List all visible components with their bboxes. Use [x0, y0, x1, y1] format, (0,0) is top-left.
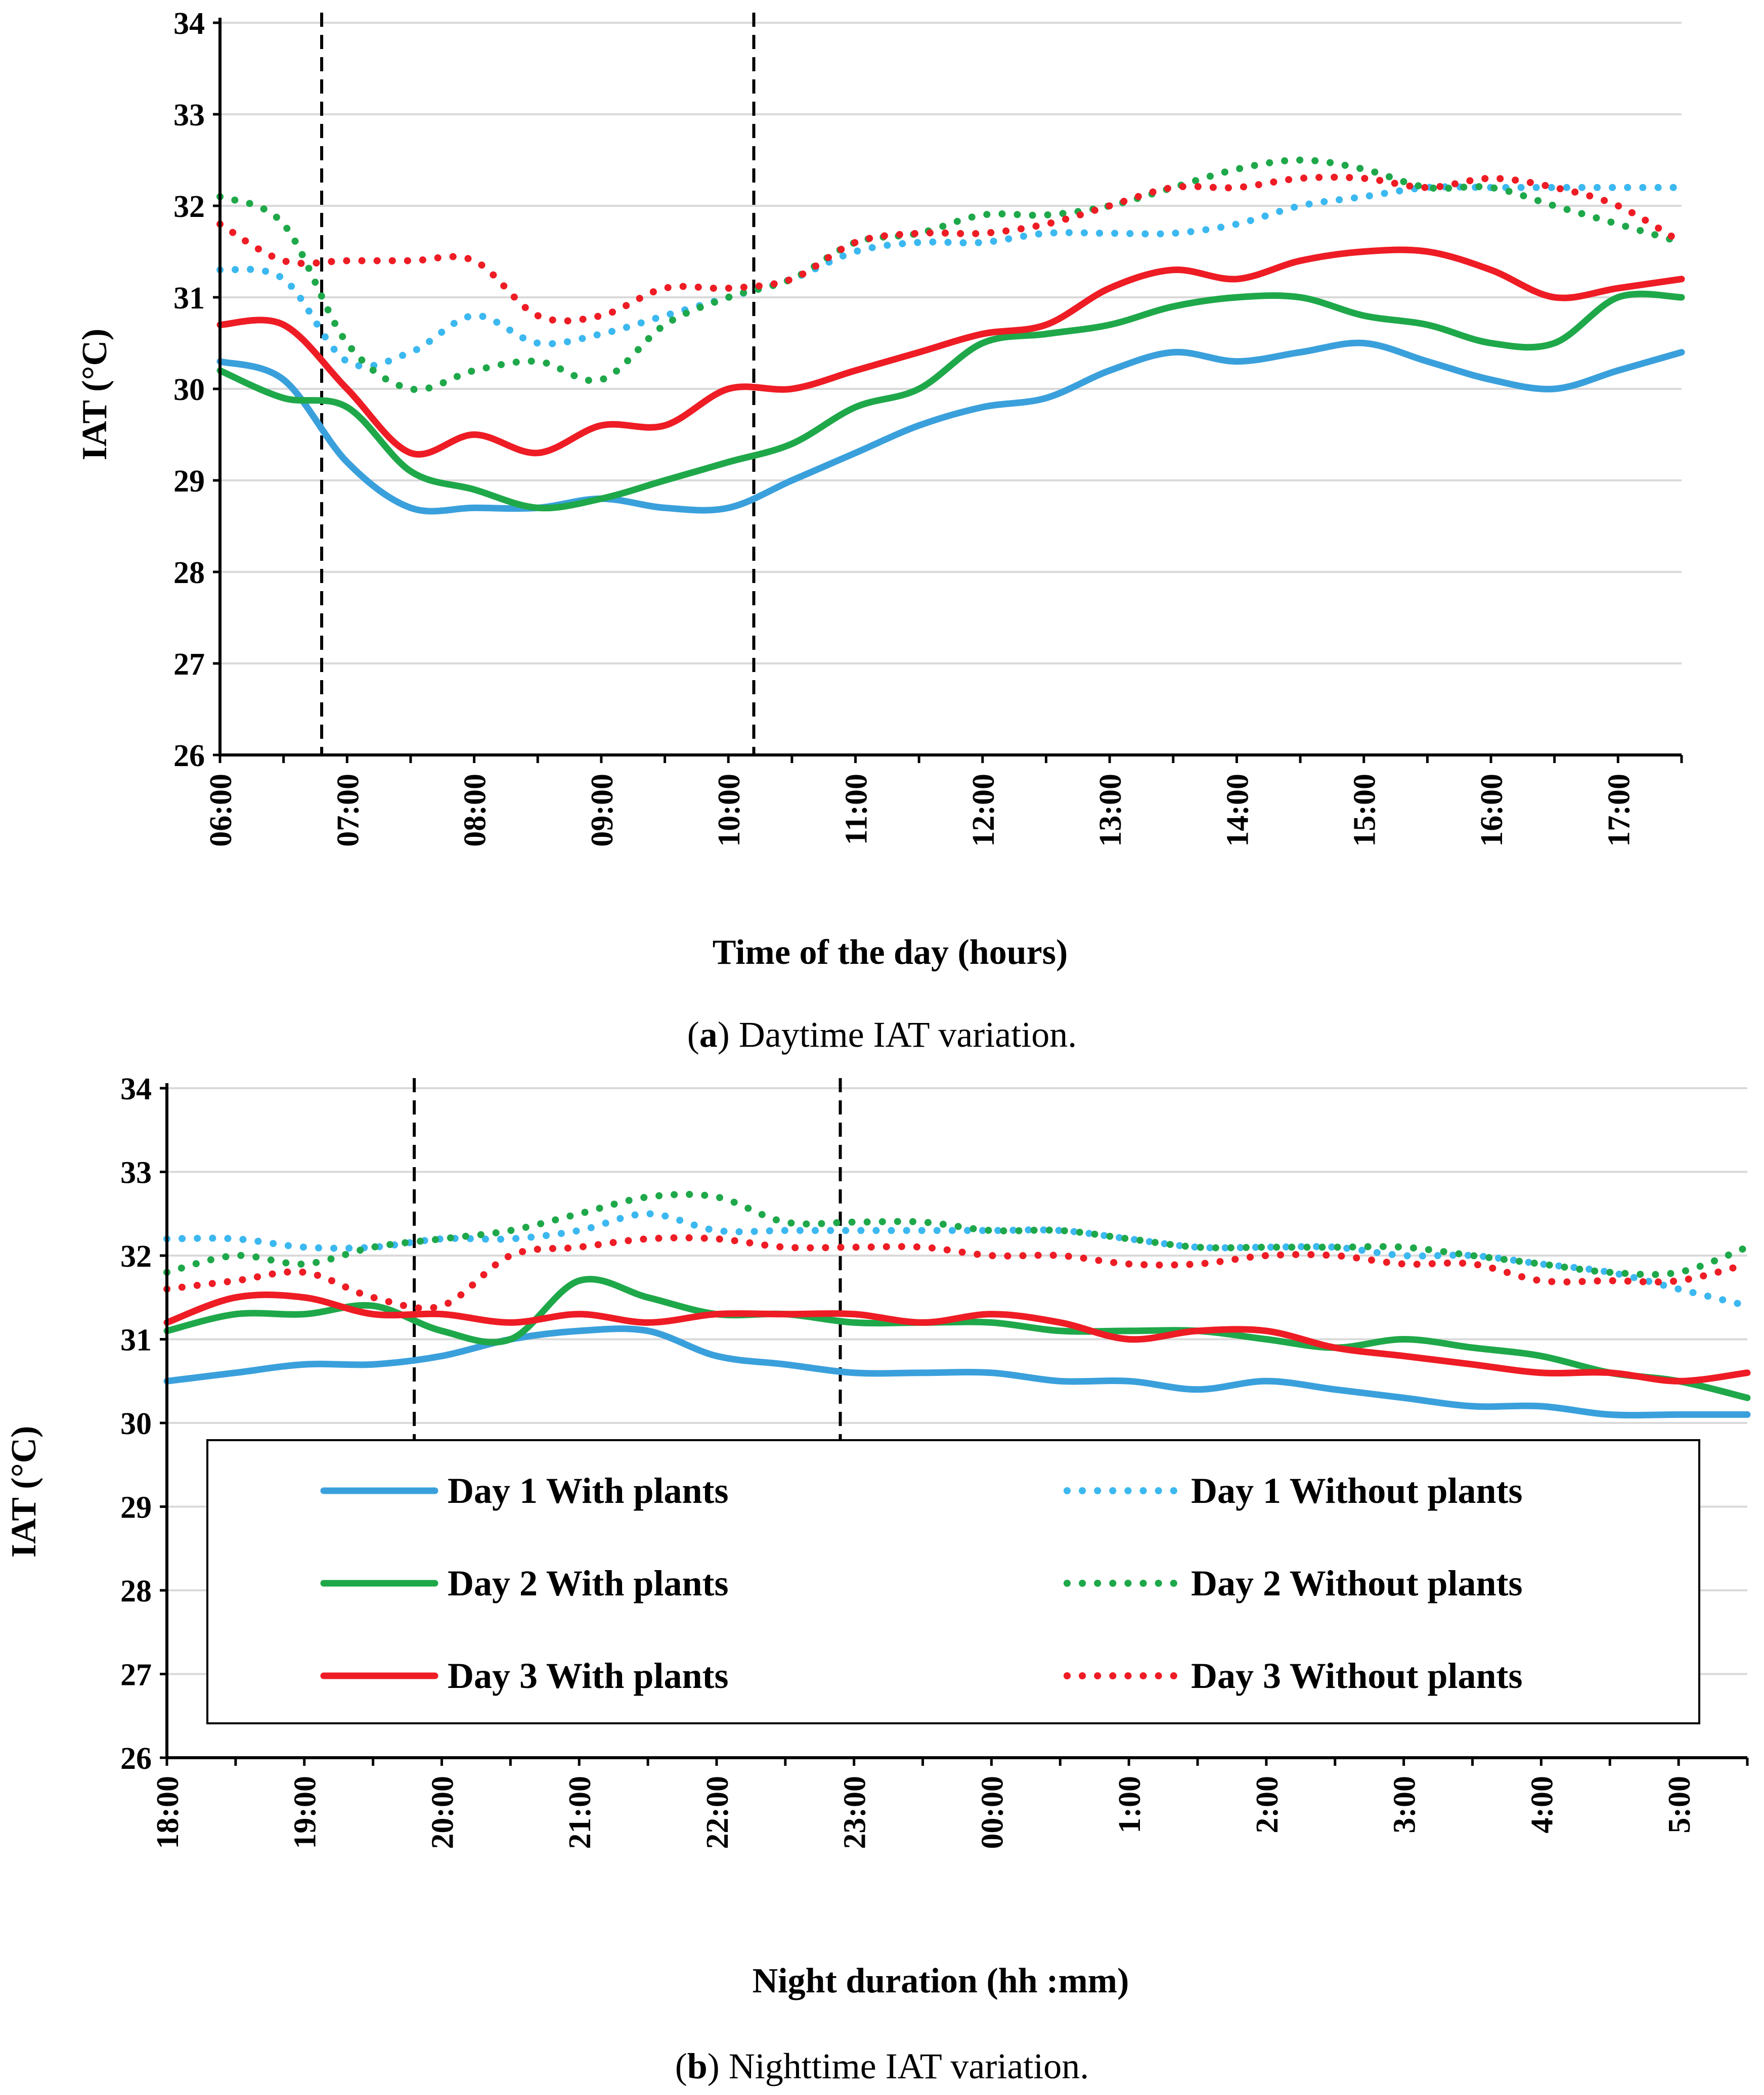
daytime-x-tick-label: 11:00 [840, 774, 874, 845]
daytime-x-tick-label: 15:00 [1348, 774, 1382, 847]
daytime-x-axis-title: Time of the day (hours) [713, 933, 1068, 972]
daytime-y-tick-label: 34 [173, 7, 205, 41]
legend-box [206, 1439, 1700, 1724]
daytime-series-day-1-with-plants [216, 339, 1685, 515]
nighttime-x-tick-label: 00:00 [975, 1776, 1009, 1849]
daytime-x-tick-label: 06:00 [204, 774, 238, 847]
nighttime-x-tick-label: 18:00 [151, 1776, 185, 1849]
daytime-phase-markers [320, 13, 756, 755]
nighttime-series-day-3-with-plants [163, 1291, 1751, 1385]
nighttime-x-tick-label: 20:00 [425, 1776, 460, 1849]
nighttime-phase-markers [413, 1078, 842, 1687]
nighttime-y-axis-title: IAT (°C) [5, 1426, 43, 1558]
nighttime-x-tick-label: 22:00 [700, 1776, 735, 1849]
nighttime-series-day-3-without-plants [163, 1234, 1751, 1312]
nighttime-y-tick-label: 30 [120, 1407, 152, 1441]
nighttime-y-tick-label: 29 [120, 1491, 152, 1525]
nighttime-x-tick-label: 1:00 [1113, 1776, 1147, 1834]
daytime-y-tick-label: 33 [173, 98, 205, 132]
daytime-caption: (a) Daytime IAT variation. [687, 1014, 1077, 1055]
nighttime-x-tick-label: 21:00 [563, 1776, 597, 1849]
nighttime-axes [165, 1083, 1747, 1759]
daytime-y-ticks: 26 27 28 29 30 31 32 33 34 [173, 7, 220, 773]
daytime-x-tick-label: 14:00 [1220, 774, 1255, 847]
daytime-y-tick-label: 26 [173, 739, 205, 773]
daytime-axes [218, 18, 1682, 756]
nighttime-series-day-1-with-plants [163, 1325, 1751, 1419]
daytime-x-tick-label: 09:00 [585, 774, 620, 847]
legend-label: Day 1 Without plants [1191, 1470, 1523, 1511]
daytime-x-tick-label: 07:00 [331, 774, 365, 847]
daytime-y-tick-label: 29 [173, 464, 205, 499]
nighttime-y-tick-label: 27 [120, 1658, 152, 1692]
nighttime-y-tick-label: 32 [120, 1239, 152, 1274]
nighttime-series-day-2-without-plants [163, 1190, 1751, 1278]
legend-label: Day 1 With plants [448, 1470, 729, 1511]
legend-label: Day 2 With plants [448, 1563, 729, 1603]
nighttime-caption: (b) Nighttime IAT variation. [675, 2046, 1089, 2086]
daytime-series-day-3-without-plants [216, 173, 1685, 325]
daytime-x-tick-label: 17:00 [1602, 774, 1636, 847]
nighttime-series-day-1-without-plants [163, 1210, 1751, 1310]
daytime-y-tick-label: 27 [173, 647, 205, 682]
nighttime-x-tick-label: 19:00 [288, 1776, 323, 1849]
daytime-y-axis-title: IAT (°C) [75, 329, 114, 461]
nighttime-x-tick-label: 23:00 [838, 1776, 872, 1849]
daytime-x-tick-label: 13:00 [1093, 774, 1128, 847]
daytime-x-tick-label: 10:00 [712, 774, 746, 847]
nighttime-x-tick-label: 4:00 [1525, 1776, 1559, 1834]
nighttime-x-tick-label: 5:00 [1662, 1776, 1697, 1834]
daytime-series-day-3-with-plants [216, 246, 1685, 458]
legend-label: Day 2 Without plants [1191, 1563, 1523, 1603]
legend-label: Day 3 Without plants [1191, 1656, 1523, 1696]
nighttime-x-axis-title: Night duration (hh :mm) [753, 1962, 1129, 2000]
daytime-series-day-2-without-plants [216, 156, 1685, 393]
daytime-x-tick-label: 12:00 [966, 774, 1001, 847]
nighttime-x-tick-label: 2:00 [1250, 1776, 1285, 1834]
daytime-y-tick-label: 31 [173, 281, 205, 316]
daytime-x-ticks: 06:00 07:00 08:00 09:00 10:00 11:00 12:00 13:00… [204, 755, 1683, 847]
nighttime-y-tick-label: 28 [120, 1574, 152, 1609]
daytime-y-tick-label: 30 [173, 373, 205, 407]
nighttime-y-tick-label: 26 [120, 1742, 152, 1776]
legend: Day 1 With plants Day 1 Without plants Day… [206, 1439, 1700, 1724]
nighttime-x-ticks: 18:00 19:00 20:00 21:00 22:00 23:00 00:00 1:00 2… [151, 1758, 1749, 1849]
daytime-series-day-2-with-plants [216, 290, 1685, 512]
daytime-x-tick-label: 08:00 [458, 774, 493, 847]
nighttime-y-tick-label: 31 [120, 1323, 152, 1358]
nighttime-y-tick-label: 34 [120, 1072, 152, 1106]
nighttime-x-tick-label: 3:00 [1388, 1776, 1422, 1834]
daytime-gridlines [220, 22, 1682, 664]
nighttime-series [163, 1190, 1751, 1419]
nighttime-y-tick-label: 33 [120, 1156, 152, 1190]
nighttime-y-ticks: 26 27 28 29 30 31 32 33 34 [120, 1072, 167, 1776]
daytime-y-tick-label: 32 [173, 190, 205, 224]
legend-label: Day 3 With plants [448, 1656, 729, 1696]
daytime-series [216, 156, 1685, 515]
daytime-x-tick-label: 16:00 [1475, 774, 1509, 847]
daytime-y-tick-label: 28 [173, 556, 205, 590]
daytime-chart: 26 27 28 29 30 31 32 33 34 06:00 07:00 08:00 09:00 1… [75, 7, 1685, 1055]
